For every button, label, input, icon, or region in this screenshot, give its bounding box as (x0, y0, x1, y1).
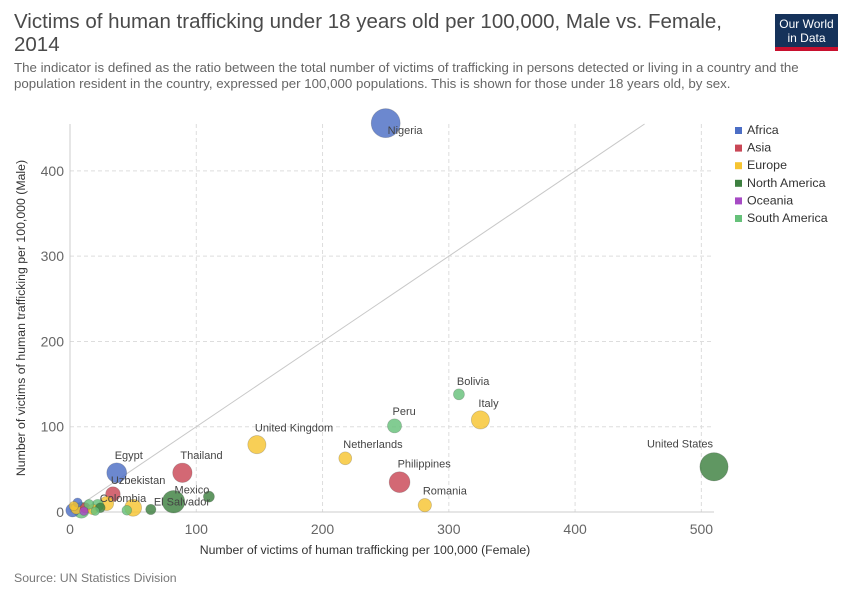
y-tick-label: 0 (56, 504, 64, 520)
data-point[interactable] (388, 471, 411, 493)
point-label: Peru (393, 406, 416, 418)
data-point[interactable] (699, 452, 729, 482)
data-point[interactable] (453, 388, 465, 401)
data-point[interactable] (172, 462, 193, 483)
data-point[interactable] (387, 418, 402, 434)
legend-item-label[interactable]: South America (747, 211, 828, 225)
point-label: Nigeria (388, 125, 424, 137)
point-label: Egypt (115, 450, 143, 462)
data-point[interactable] (121, 505, 133, 516)
y-tick-label: 200 (41, 333, 65, 349)
data-point[interactable] (338, 451, 353, 466)
data-point[interactable] (370, 108, 401, 138)
legend-swatch[interactable] (735, 162, 742, 170)
legend-item-label[interactable]: North America (747, 176, 826, 190)
legend-swatch[interactable] (735, 197, 742, 205)
owid-logo[interactable]: Our World in Data (775, 14, 838, 51)
data-point[interactable] (90, 506, 100, 516)
data-point[interactable] (417, 498, 432, 513)
data-point[interactable] (79, 506, 89, 516)
x-tick-label: 300 (437, 521, 461, 537)
x-tick-label: 200 (311, 521, 335, 537)
point-label: Philippines (398, 459, 452, 471)
data-point[interactable] (145, 503, 157, 515)
legend-swatch[interactable] (735, 215, 742, 222)
x-equals-y-line (69, 123, 645, 513)
point-label: Romania (423, 485, 468, 497)
point-label: Mexico (175, 485, 210, 497)
chart-title: Victims of human trafficking under 18 ye… (14, 10, 722, 56)
legend-item-label[interactable]: Oceania (747, 193, 793, 207)
logo-line-2: in Data (787, 31, 826, 45)
y-tick-label: 300 (41, 248, 65, 264)
point-label: Uzbekistan (111, 475, 165, 487)
point-label: United States (647, 439, 714, 451)
legend-swatch[interactable] (735, 144, 742, 152)
legend-item-label[interactable]: Asia (747, 141, 771, 155)
x-axis-title: Number of victims of human trafficking p… (200, 543, 531, 557)
y-axis-title: Number of victims of human trafficking p… (14, 160, 28, 476)
point-label: Italy (478, 398, 499, 410)
x-tick-label: 500 (690, 521, 714, 537)
data-point[interactable] (83, 499, 95, 510)
legend-swatch[interactable] (735, 127, 742, 134)
data-point[interactable] (470, 410, 490, 430)
y-tick-label: 100 (41, 419, 65, 435)
point-label: Colombia (100, 493, 147, 505)
data-point[interactable] (106, 462, 128, 484)
legend-item-label[interactable]: Europe (747, 158, 787, 172)
point-label: United Kingdom (255, 423, 333, 435)
data-point[interactable] (161, 490, 186, 514)
source-note: Source: UN Statistics Division (14, 571, 177, 585)
point-label: Thailand (180, 450, 222, 462)
point-label: Bolivia (457, 376, 490, 388)
y-tick-label: 400 (41, 163, 65, 179)
legend-item-label[interactable]: Africa (747, 123, 779, 137)
data-point[interactable] (203, 490, 215, 503)
point-label: El Salvador (154, 496, 211, 508)
legend-swatch[interactable] (735, 179, 742, 187)
x-tick-label: 400 (563, 521, 587, 537)
data-point[interactable] (68, 501, 79, 512)
x-tick-label: 0 (66, 521, 74, 537)
x-tick-label: 100 (185, 521, 209, 537)
logo-line-1: Our World (779, 17, 834, 31)
point-label: Netherlands (343, 439, 403, 451)
chart-subtitle: The indicator is defined as the ratio be… (14, 60, 799, 91)
data-point[interactable] (247, 435, 267, 455)
